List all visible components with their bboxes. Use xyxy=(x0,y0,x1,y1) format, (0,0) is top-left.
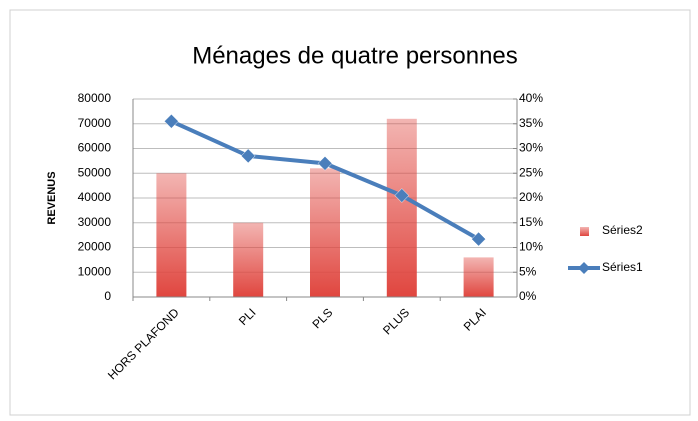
y-tick-label: 0 xyxy=(104,289,111,303)
y2-tick-label: 15% xyxy=(519,215,543,229)
legend-swatch xyxy=(580,227,589,236)
bar xyxy=(233,222,264,297)
line-marker xyxy=(240,148,256,164)
y2-tick-label: 5% xyxy=(519,264,537,278)
y2-tick-label: 30% xyxy=(519,141,543,155)
chart-border xyxy=(9,9,691,416)
y2-tick-label: 10% xyxy=(519,240,543,254)
chart-title: Ménages de quatre personnes xyxy=(192,42,518,69)
line-marker xyxy=(471,231,486,247)
legend-label: Séries1 xyxy=(602,260,643,274)
y2-tick-label: 35% xyxy=(519,116,543,130)
y-tick-label: 60000 xyxy=(78,141,112,155)
y-tick-label: 40000 xyxy=(78,190,112,204)
bar xyxy=(463,257,494,297)
line-marker xyxy=(164,113,179,129)
y-tick-label: 20000 xyxy=(78,240,112,254)
y-tick-label: 10000 xyxy=(78,264,112,278)
bar xyxy=(156,173,187,297)
y-tick-label: 80000 xyxy=(78,91,112,105)
y2-tick-label: 0% xyxy=(519,289,537,303)
line-marker xyxy=(317,155,333,171)
y-tick-label: 70000 xyxy=(78,116,112,130)
legend-marker xyxy=(578,262,590,274)
bar xyxy=(386,118,417,297)
y2-tick-label: 40% xyxy=(519,91,543,105)
y-tick-label: 30000 xyxy=(78,215,112,229)
bar xyxy=(310,168,340,297)
legend-label: Séries2 xyxy=(602,223,643,237)
line-marker xyxy=(394,188,410,203)
y2-tick-label: 20% xyxy=(519,190,543,204)
y-tick-label: 50000 xyxy=(78,165,112,179)
y2-tick-label: 25% xyxy=(519,165,543,179)
y-axis-title: REVENUS xyxy=(46,171,58,224)
